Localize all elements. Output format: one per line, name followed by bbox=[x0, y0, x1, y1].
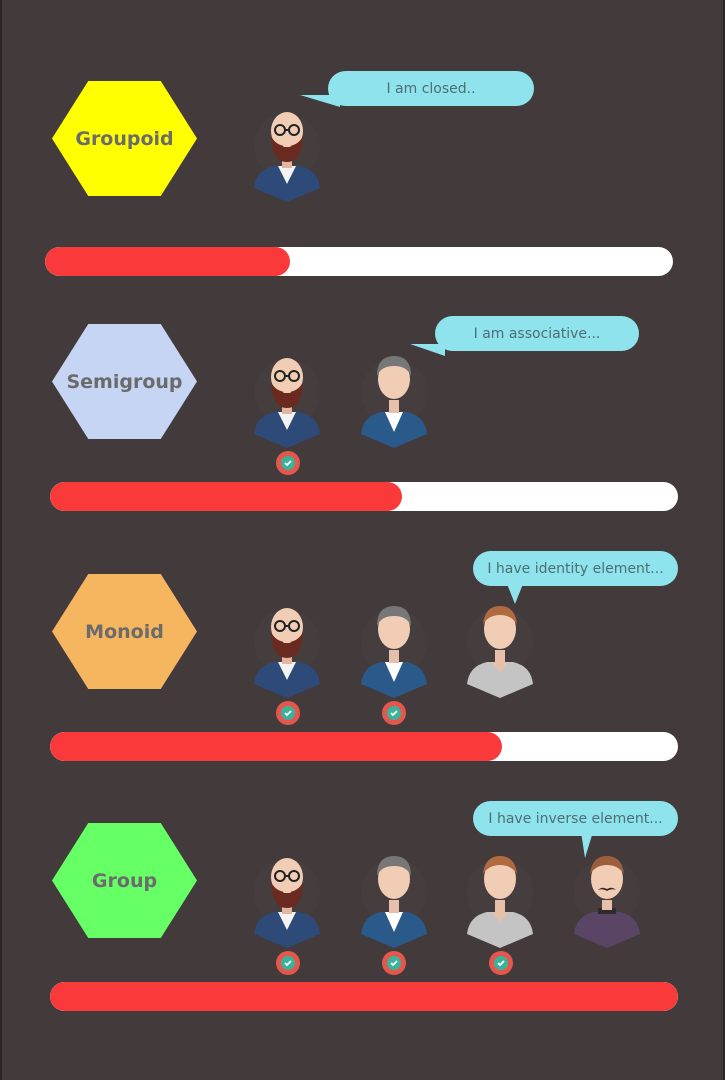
hexagon-label: Groupoid bbox=[75, 127, 174, 150]
speech-bubble: I am associative... bbox=[435, 316, 639, 351]
speech-bubble-text: I have identity element... bbox=[487, 560, 664, 577]
check-icon bbox=[382, 701, 406, 725]
progress-fill bbox=[50, 482, 402, 511]
check-icon bbox=[489, 951, 513, 975]
avatar-bearded-man bbox=[252, 602, 322, 698]
left-border bbox=[0, 0, 2, 1080]
progress-bar-groupoid bbox=[45, 247, 673, 276]
avatar-mustache-man bbox=[572, 852, 642, 948]
hexagon-group: Group bbox=[52, 823, 197, 938]
bubble-tail bbox=[410, 344, 445, 356]
hexagon-label: Group bbox=[91, 869, 158, 892]
speech-bubble: I have inverse element... bbox=[473, 801, 678, 836]
avatar-bearded-man bbox=[252, 106, 322, 202]
speech-bubble: I have identity element... bbox=[473, 551, 678, 586]
avatar-gray-hair-man bbox=[359, 352, 429, 448]
hexagon-semigroup: Semigroup bbox=[52, 324, 197, 439]
speech-bubble: I am closed.. bbox=[328, 71, 534, 106]
bubble-tail bbox=[507, 584, 523, 604]
progress-fill bbox=[50, 982, 678, 1011]
progress-bar-group bbox=[50, 982, 678, 1011]
avatar-brown-hair-person bbox=[465, 852, 535, 948]
avatar-gray-hair-man bbox=[359, 852, 429, 948]
section-monoid: Monoid bbox=[0, 0, 725, 761]
bubble-tail bbox=[581, 832, 593, 858]
avatar-brown-hair-person bbox=[465, 602, 535, 698]
speech-bubble-text: I have inverse element... bbox=[488, 810, 663, 827]
hexagon-label: Monoid bbox=[85, 620, 164, 643]
progress-bar-semigroup bbox=[50, 482, 678, 511]
avatar-bearded-man bbox=[252, 852, 322, 948]
check-icon bbox=[276, 701, 300, 725]
progress-fill bbox=[50, 732, 503, 761]
check-icon bbox=[276, 951, 300, 975]
right-border bbox=[723, 0, 725, 1080]
hexagon-label: Semigroup bbox=[66, 370, 183, 393]
speech-bubble-text: I am associative... bbox=[473, 325, 601, 342]
check-icon bbox=[382, 951, 406, 975]
hexagon-monoid: Monoid bbox=[52, 574, 197, 689]
check-icon bbox=[276, 451, 300, 475]
avatar-gray-hair-man bbox=[359, 602, 429, 698]
section-group: Group bbox=[0, 0, 725, 1011]
speech-bubble-text: I am closed.. bbox=[386, 80, 476, 97]
progress-fill bbox=[45, 247, 290, 276]
section-groupoid: Groupoid I am closed.. bbox=[0, 0, 725, 276]
avatar-bearded-man bbox=[252, 352, 322, 448]
progress-bar-monoid bbox=[50, 732, 678, 761]
